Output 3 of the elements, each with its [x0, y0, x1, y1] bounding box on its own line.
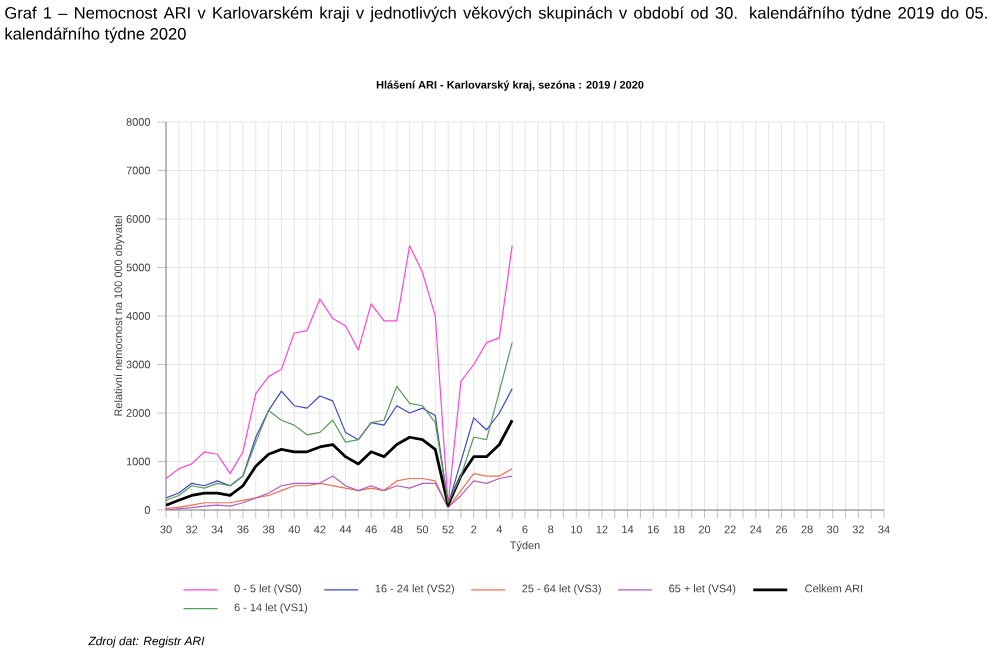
- line-series: [166, 245, 513, 506]
- line-series: [166, 418, 514, 507]
- chart-title: Graf 1 – Nemocnost ARI v Karlovarském kraji v jednotlivých věkových skupinách v období od 30. kalendářního týdne 2019 do 05. kalendářního týdne 2020: [5, 6, 987, 43]
